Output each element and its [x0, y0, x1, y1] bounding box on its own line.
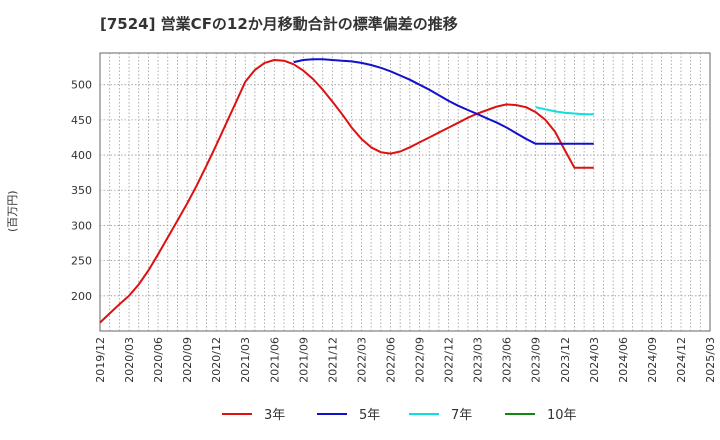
legend: 3年 5年 7年 10年 [222, 408, 577, 423]
x-tick-label: 2021/09 [297, 337, 310, 383]
x-tick-label: 2023/09 [530, 337, 543, 383]
y-tick-label: 500 [71, 79, 92, 92]
x-tick-label: 2023/12 [559, 337, 572, 383]
y-tick-label: 300 [71, 219, 92, 232]
series-line-1 [99, 59, 594, 324]
x-tick-label: 2020/06 [152, 337, 165, 383]
chart-title: [7524] 営業CFの12か月移動合計の標準偏差の推移 [100, 15, 458, 33]
x-tick-label: 2023/03 [472, 337, 485, 383]
x-tick-labels: 2019/12 2020/03 2020/06 2020/09 2020/12 2021/… [94, 337, 717, 383]
x-tick-label: 2022/09 [414, 337, 427, 383]
x-tick-label: 2024/09 [646, 337, 659, 383]
x-tick-label: 2021/03 [239, 337, 252, 383]
x-tick-label: 2021/06 [268, 337, 281, 383]
legend-label-4: 10年 [547, 408, 577, 423]
y-tick-label: 400 [71, 149, 92, 162]
x-tick-label: 2022/03 [355, 337, 368, 383]
y-tick-label: 200 [71, 290, 92, 303]
y-tick-label: 250 [71, 255, 92, 268]
y-tick-label: 350 [71, 184, 92, 197]
x-tick-label: 2024/12 [675, 337, 688, 383]
x-tick-label: 2019/12 [94, 337, 107, 383]
x-tick-label: 2025/03 [704, 337, 717, 383]
x-tick-label: 2020/03 [123, 337, 136, 383]
x-tick-label: 2024/06 [617, 337, 630, 383]
x-tick-label: 2022/06 [384, 337, 397, 383]
y-tick-label: 450 [71, 114, 92, 127]
x-tick-label: 2020/12 [210, 337, 223, 383]
x-tick-label: 2024/03 [588, 337, 601, 383]
legend-label-3: 7年 [451, 408, 472, 423]
x-tick-label: 2020/09 [181, 337, 194, 383]
y-tick-labels: 200 250 300 350 400 450 500 [71, 79, 92, 303]
series-lines [99, 58, 594, 324]
x-tick-label: 2023/06 [501, 337, 514, 383]
legend-label-2: 5年 [359, 408, 380, 423]
x-tick-label: 2022/12 [443, 337, 456, 383]
grid [100, 53, 710, 331]
plot-area [99, 52, 711, 332]
series-line-3 [535, 106, 594, 116]
x-tick-label: 2021/12 [326, 337, 339, 383]
legend-label-1: 3年 [264, 408, 285, 423]
series-line-2 [293, 58, 594, 145]
